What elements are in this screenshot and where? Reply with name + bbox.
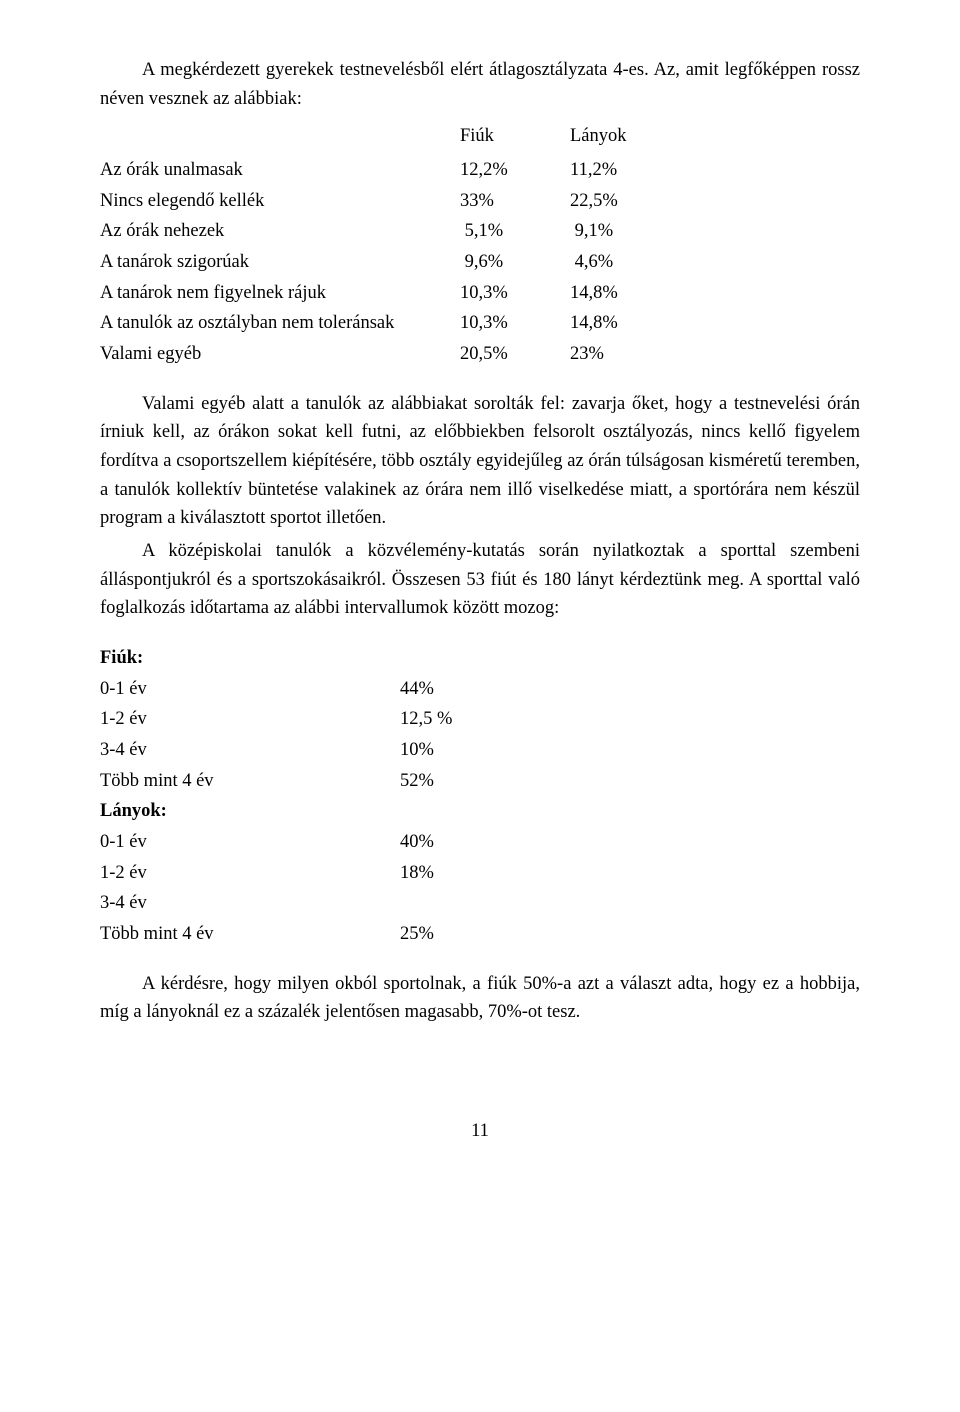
row-label: Az órák nehezek xyxy=(100,216,460,247)
table-row: Valami egyéb 20,5% 23% xyxy=(100,339,680,370)
fiuk-heading: Fiúk: xyxy=(100,643,400,674)
paragraph-kerdesre: A kérdésre, hogy milyen okból sportolnak… xyxy=(100,970,860,1027)
lanyok-heading: Lányok: xyxy=(100,796,400,827)
row-lanyok: 4,6% xyxy=(570,247,680,278)
table-row: 0-1 év 40% xyxy=(100,827,520,858)
row-fiuk: 33% xyxy=(460,186,570,217)
row-label: 3-4 év xyxy=(100,888,400,919)
empty-cell xyxy=(400,643,520,674)
row-label: 1-2 év xyxy=(100,858,400,889)
row-label: Az órák unalmasak xyxy=(100,155,460,186)
row-label: Több mint 4 év xyxy=(100,919,400,950)
row-val: 52% xyxy=(400,766,520,797)
lanyok-heading-row: Lányok: xyxy=(100,796,520,827)
table-row: Több mint 4 év 25% xyxy=(100,919,520,950)
row-fiuk: 20,5% xyxy=(460,339,570,370)
table-row: Az órák nehezek 5,1% 9,1% xyxy=(100,216,680,247)
table-row: Nincs elegendő kellék 33% 22,5% xyxy=(100,186,680,217)
row-fiuk: 12,2% xyxy=(460,155,570,186)
row-val: 12,5 % xyxy=(400,704,520,735)
row-label: A tanárok nem figyelnek rájuk xyxy=(100,278,460,309)
row-label: 0-1 év xyxy=(100,674,400,705)
header-empty xyxy=(100,121,460,155)
header-fiuk: Fiúk xyxy=(460,121,570,155)
duration-table: Fiúk: 0-1 év 44% 1-2 év 12,5 % 3-4 év 10… xyxy=(100,643,520,950)
row-val: 10% xyxy=(400,735,520,766)
row-label: Valami egyéb xyxy=(100,339,460,370)
paragraph-kozepiskolai: A középiskolai tanulók a közvélemény-kut… xyxy=(100,537,860,623)
row-label: Nincs elegendő kellék xyxy=(100,186,460,217)
row-fiuk: 9,6% xyxy=(460,247,570,278)
fiuk-heading-row: Fiúk: xyxy=(100,643,520,674)
row-label: A tanulók az osztályban nem toleránsak xyxy=(100,308,460,339)
row-lanyok: 9,1% xyxy=(570,216,680,247)
table-header-row: Fiúk Lányok xyxy=(100,121,680,155)
row-label: 1-2 év xyxy=(100,704,400,735)
row-label: 3-4 év xyxy=(100,735,400,766)
page-number: 11 xyxy=(100,1117,860,1146)
row-val xyxy=(400,888,520,919)
row-fiuk: 10,3% xyxy=(460,308,570,339)
row-lanyok: 23% xyxy=(570,339,680,370)
complaints-table: Fiúk Lányok Az órák unalmasak 12,2% 11,2… xyxy=(100,121,680,369)
row-lanyok: 14,8% xyxy=(570,308,680,339)
row-lanyok: 22,5% xyxy=(570,186,680,217)
row-label: Több mint 4 év xyxy=(100,766,400,797)
intro-paragraph: A megkérdezett gyerekek testnevelésből e… xyxy=(100,56,860,113)
table-row: 3-4 év 10% xyxy=(100,735,520,766)
table-row: A tanárok nem figyelnek rájuk 10,3% 14,8… xyxy=(100,278,680,309)
empty-cell xyxy=(400,796,520,827)
table-row: A tanárok szigorúak 9,6% 4,6% xyxy=(100,247,680,278)
row-fiuk: 5,1% xyxy=(460,216,570,247)
row-lanyok: 11,2% xyxy=(570,155,680,186)
row-val: 40% xyxy=(400,827,520,858)
row-val: 44% xyxy=(400,674,520,705)
table-row: 0-1 év 44% xyxy=(100,674,520,705)
table-row: 1-2 év 18% xyxy=(100,858,520,889)
row-val: 25% xyxy=(400,919,520,950)
table-row: 1-2 év 12,5 % xyxy=(100,704,520,735)
row-lanyok: 14,8% xyxy=(570,278,680,309)
row-fiuk: 10,3% xyxy=(460,278,570,309)
table-row: 3-4 év xyxy=(100,888,520,919)
row-val: 18% xyxy=(400,858,520,889)
row-label: 0-1 év xyxy=(100,827,400,858)
header-lanyok: Lányok xyxy=(570,121,680,155)
table-row: A tanulók az osztályban nem toleránsak 1… xyxy=(100,308,680,339)
row-label: A tanárok szigorúak xyxy=(100,247,460,278)
table-row: Az órák unalmasak 12,2% 11,2% xyxy=(100,155,680,186)
table-row: Több mint 4 év 52% xyxy=(100,766,520,797)
paragraph-valami-egyeb: Valami egyéb alatt a tanulók az alábbiak… xyxy=(100,390,860,533)
